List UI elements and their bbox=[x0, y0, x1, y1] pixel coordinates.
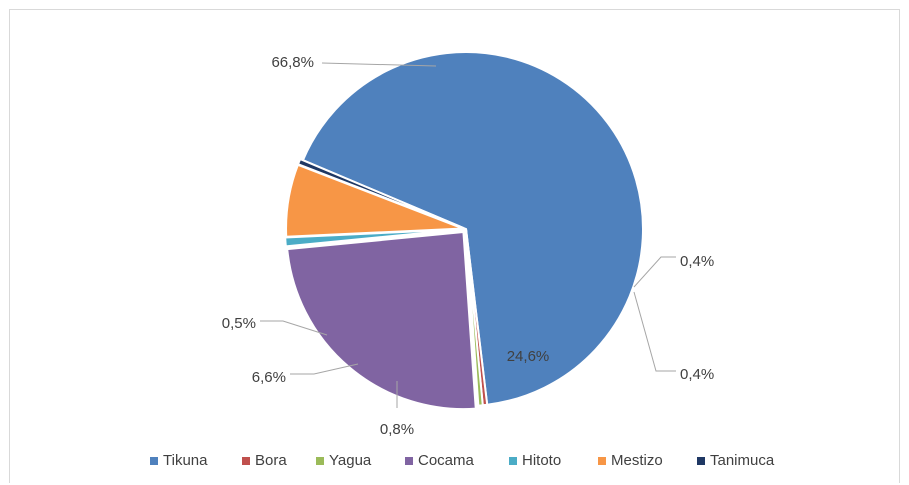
pie-slice-hitoto bbox=[284, 228, 463, 248]
leader-line-bora bbox=[633, 256, 676, 288]
legend-label-mestizo: Mestizo bbox=[611, 452, 663, 469]
data-label-tanimuca: 0,5% bbox=[222, 315, 256, 332]
legend-label-hitoto: Hitoto bbox=[522, 452, 561, 469]
data-label-yagua: 0,4% bbox=[680, 366, 714, 383]
legend-swatch-hitoto bbox=[509, 457, 517, 465]
leader-line-mestizo bbox=[290, 363, 359, 375]
legend-label-cocama: Cocama bbox=[418, 452, 475, 469]
legend-label-tanimuca: Tanimuca bbox=[710, 452, 775, 469]
legend-swatch-yagua bbox=[316, 457, 324, 465]
leader-line-yagua bbox=[633, 291, 676, 372]
data-label-hitoto: 0,8% bbox=[380, 421, 414, 438]
legend-swatch-mestizo bbox=[598, 457, 606, 465]
legend-swatch-tikuna bbox=[150, 457, 158, 465]
data-label-bora: 0,4% bbox=[680, 253, 714, 270]
legend-swatch-bora bbox=[242, 457, 250, 465]
legend-label-bora: Bora bbox=[255, 452, 287, 469]
leader-line-tikuna bbox=[321, 62, 437, 67]
legend-label-yagua: Yagua bbox=[329, 452, 372, 469]
data-label-cocama: 24,6% bbox=[507, 348, 550, 365]
legend-label-tikuna: Tikuna bbox=[163, 452, 208, 469]
data-label-mestizo: 6,6% bbox=[252, 369, 286, 386]
leader-line-tanimuca bbox=[260, 320, 328, 336]
pie-slice-tikuna bbox=[301, 51, 644, 406]
legend-swatch-cocama bbox=[405, 457, 413, 465]
legend-swatch-tanimuca bbox=[697, 457, 705, 465]
pie-slice-yagua bbox=[465, 228, 484, 407]
data-label-tikuna: 66,8% bbox=[271, 54, 314, 71]
pie-slice-cocama bbox=[286, 230, 477, 411]
pie-slice-tanimuca bbox=[296, 157, 464, 229]
